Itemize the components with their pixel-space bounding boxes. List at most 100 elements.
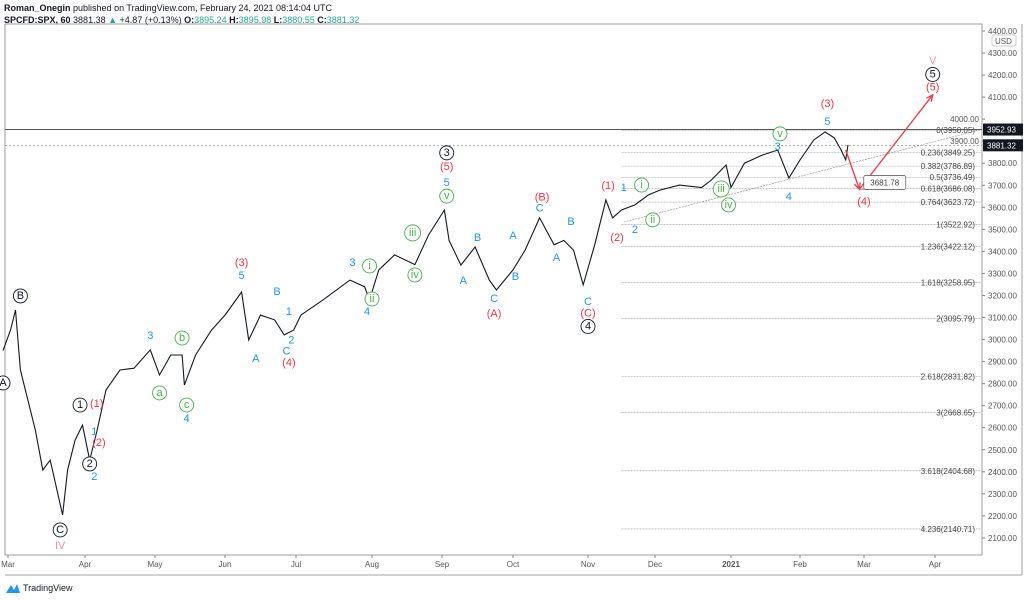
wave-label: iv [725, 199, 733, 211]
wave-label: B [474, 232, 481, 244]
arrow-head-icon [926, 93, 934, 102]
wave-label: (B) [535, 191, 550, 203]
publish-text: published on TradingView.com, February 2… [73, 3, 333, 13]
wave-label: 2 [288, 334, 294, 346]
wave-label-circle [362, 258, 377, 274]
time-tick-label: Jul [291, 560, 301, 569]
time-tick-label: Dec [648, 560, 662, 569]
wave-label: (3) [821, 98, 834, 110]
open-value: 3895.24 [194, 15, 227, 25]
wave-label: C [56, 524, 64, 536]
price-tick-label: 3400.00 [988, 247, 1017, 256]
wave-label: (2) [610, 232, 623, 244]
time-tick-label: 2021 [722, 560, 740, 569]
high-label: H: [229, 15, 239, 25]
price-tick-label: 4000.00 [950, 115, 979, 124]
price-tick-label: 4400.00 [988, 27, 1017, 36]
wave-label: (4) [282, 357, 295, 369]
wave-label: (C) [580, 307, 595, 319]
time-tick-label: Sep [435, 560, 450, 569]
wave-label-circle [721, 197, 736, 213]
wave-label: C [490, 293, 498, 305]
wave-label: iii [718, 183, 725, 195]
high-value: 3895.98 [238, 15, 272, 25]
currency-label: USD [995, 37, 1012, 46]
fib-level-label: 0.236(3849.25) [921, 148, 976, 157]
projection-arrow [845, 149, 861, 190]
price-tick-label: 2900.00 [988, 358, 1017, 367]
wave-label-circle [925, 67, 941, 82]
open-label: O: [184, 15, 195, 25]
time-tick-label: Nov [581, 560, 595, 569]
currency-badge [991, 34, 1017, 47]
price-tick-label: 2200.00 [988, 512, 1017, 521]
last-price: 3881.38 [73, 15, 106, 25]
fib-level-label: 3.618(2404.68) [921, 467, 976, 476]
wave-label: B [17, 290, 24, 302]
fib-level-label: 4.236(2140.71) [921, 525, 976, 534]
wave-label: 5 [930, 68, 936, 80]
wave-label: 3 [147, 330, 153, 342]
wave-label: 1 [286, 306, 292, 318]
wave-label: a [156, 387, 163, 399]
price-callout-box [863, 175, 907, 190]
trend-line [623, 129, 979, 223]
plot-frame [4, 23, 983, 556]
price-tag [983, 123, 1023, 136]
wave-label: A [460, 275, 468, 287]
wave-label: C [584, 296, 592, 308]
price-tick-label: 3800.00 [988, 159, 1017, 168]
wave-label: 1 [77, 399, 83, 411]
wave-label: (4) [857, 196, 870, 208]
price-tick-label: 2500.00 [988, 446, 1017, 455]
price-tick-label: 3500.00 [988, 225, 1017, 234]
wave-label: 1 [621, 182, 627, 194]
wave-label-circle [712, 180, 730, 198]
author-name[interactable]: Roman_Onegin [4, 3, 71, 13]
wave-label: v [444, 190, 450, 202]
wave-label: b [179, 332, 185, 344]
symbol-name[interactable]: SPCFD:SPX, 60 [4, 15, 71, 25]
wave-label-circle [772, 126, 788, 142]
wave-label-circle [52, 522, 68, 538]
price-tick-label: 3200.00 [988, 291, 1017, 300]
time-tick-label: Apr [79, 560, 92, 569]
wave-label-circle [179, 397, 195, 413]
low-value: 3880.55 [282, 15, 315, 25]
fib-level-label: 1(3522.92) [936, 220, 975, 229]
wave-label: i [368, 260, 370, 272]
wave-label: iii [409, 227, 416, 239]
price-tick-label: 2600.00 [988, 424, 1017, 433]
price-tag [983, 139, 1023, 152]
wave-label: 4 [184, 413, 190, 425]
wave-label-circle [364, 291, 380, 307]
price-tick-label: 2800.00 [988, 380, 1017, 389]
wave-label: (1) [601, 180, 614, 192]
wave-label: C [536, 203, 544, 215]
wave-label: (3) [235, 257, 248, 269]
wave-label: i [640, 179, 642, 191]
time-tick-label: Apr [929, 560, 942, 569]
wave-label: 3 [775, 141, 781, 153]
wave-label: C [283, 346, 291, 358]
wave-label: (2) [92, 437, 105, 449]
wave-label-circle [12, 288, 28, 304]
fib-level-label: 3(2668.65) [936, 409, 975, 418]
wave-label-circle [174, 330, 190, 346]
wave-label: 3 [349, 257, 355, 269]
brand-name: TradingView [23, 583, 73, 593]
wave-label: 3 [444, 147, 450, 159]
price-tag-label: 3952.93 [987, 126, 1016, 135]
wave-label: IV [55, 540, 66, 552]
price-change: +4.87 (+0.13%) [119, 15, 182, 25]
wave-label-circle [72, 397, 88, 413]
wave-label: 5 [239, 270, 245, 282]
fib-level-label: 2(3095.79) [936, 314, 975, 323]
price-tick-label: 3600.00 [988, 203, 1017, 212]
wave-label-circle [439, 145, 455, 161]
price-tag-label: 3881.32 [987, 141, 1016, 150]
tradingview-logo[interactable]: TradingView [6, 583, 73, 593]
wave-label-circle [580, 319, 596, 334]
fib-level-label: 0.764(3623.72) [921, 198, 976, 207]
